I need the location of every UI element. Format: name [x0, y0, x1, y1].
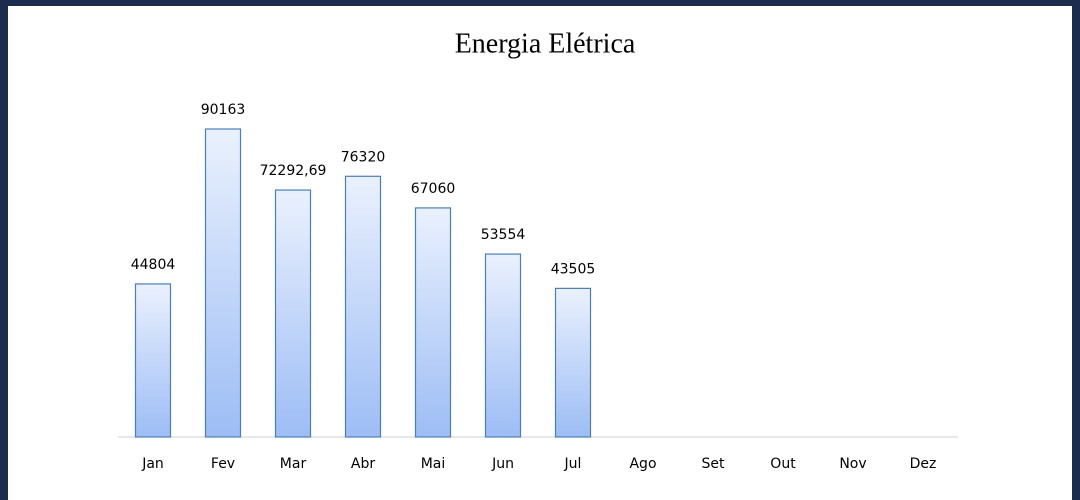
bar — [204, 128, 242, 438]
data-label: 90163 — [201, 102, 246, 118]
x-tick-label: Out — [770, 456, 796, 472]
chart-title: Energia Elétrica — [455, 28, 636, 59]
data-label: 67060 — [411, 181, 456, 197]
x-tick-label: Dez — [910, 456, 937, 472]
data-label: 76320 — [341, 149, 386, 165]
bar — [484, 253, 522, 438]
chart-area — [8, 6, 1072, 500]
x-tick-label: Nov — [839, 456, 866, 472]
x-tick-label: Set — [702, 456, 726, 472]
bar — [344, 175, 382, 438]
bar — [554, 287, 592, 438]
x-tick-label: Abr — [351, 456, 375, 472]
x-tick-label: Ago — [629, 456, 656, 472]
x-tick-label: Fev — [211, 456, 235, 472]
bar — [274, 189, 312, 438]
data-label: 44804 — [131, 257, 176, 273]
x-tick-label: Jul — [564, 456, 582, 472]
data-label: 72292,69 — [260, 163, 327, 179]
data-label: 43505 — [551, 261, 596, 277]
x-tick-label: Jun — [491, 456, 514, 472]
bar — [414, 207, 452, 438]
x-tick-label: Mar — [280, 456, 307, 472]
bar — [134, 283, 172, 438]
x-tick-label: Jan — [141, 456, 164, 472]
x-tick-label: Mai — [421, 456, 446, 472]
data-label: 53554 — [481, 227, 526, 243]
